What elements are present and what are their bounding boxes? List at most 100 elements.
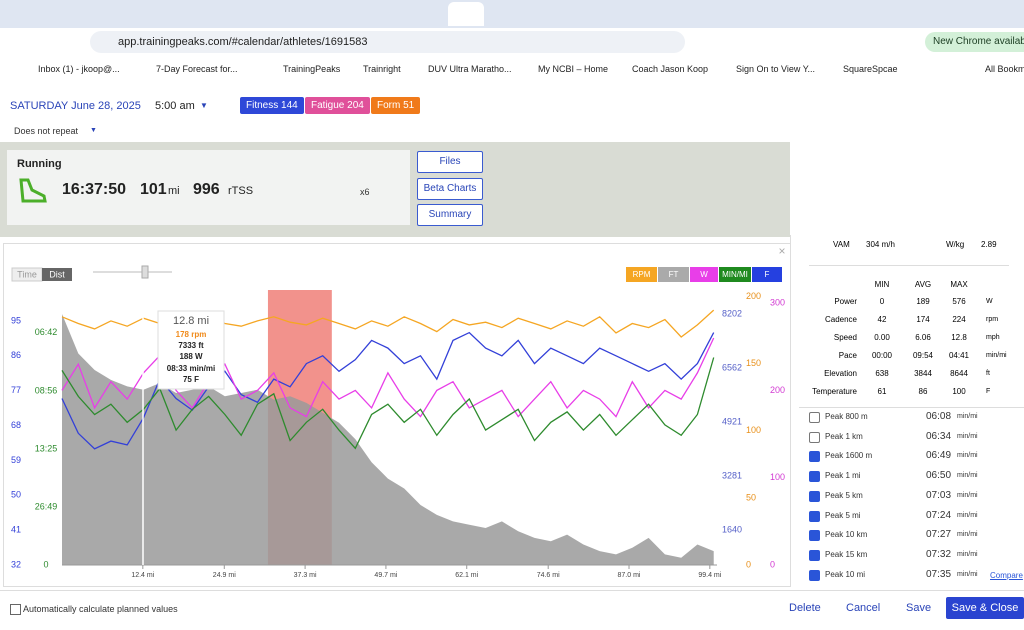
y-tick-label: 59	[11, 455, 21, 465]
auto-label: Automatically calculate planned values	[23, 604, 178, 614]
legend-item[interactable]	[752, 267, 782, 282]
peak-checkbox[interactable]	[809, 471, 820, 483]
peak-checkbox[interactable]	[809, 549, 820, 561]
peak-label: Peak 5 km	[825, 490, 863, 500]
cancel-button[interactable]: Cancel	[846, 602, 881, 614]
bookmark[interactable]: Inbox (1) - jkoop@...	[38, 64, 120, 74]
y-tick-label: 86	[11, 350, 21, 360]
bookmark[interactable]: 7-Day Forecast for...	[156, 64, 238, 74]
peak-checkbox[interactable]	[809, 569, 820, 581]
stat-value: 174	[916, 315, 930, 324]
toolbar: app.trainingpeaks.com/#calendar/athletes…	[0, 28, 1024, 56]
legend-label: FT	[669, 270, 679, 279]
legend-label: W	[700, 270, 708, 279]
x-tick-label: 49.7 mi	[374, 572, 397, 579]
tooltip	[157, 310, 225, 390]
peak-label: Peak 800 m	[825, 412, 868, 421]
peak-label: Peak 10 km	[825, 530, 868, 540]
summary-button[interactable]: Summary	[417, 204, 483, 226]
bookmark[interactable]: Coach Jason Koop	[632, 64, 709, 74]
repeat-caret[interactable]: ▼	[90, 127, 97, 134]
peak-checkbox[interactable]	[809, 530, 820, 542]
peak-unit: min/mi	[957, 511, 978, 519]
peak-label: Peak 1600 m	[825, 451, 873, 461]
bookmark[interactable]: SquareSpcae	[843, 64, 898, 74]
peak-checkbox[interactable]	[809, 510, 820, 522]
stat-value: 04:41	[948, 351, 970, 360]
y-tick-label: 4921	[722, 416, 742, 426]
tss-unit: rTSS	[228, 185, 254, 197]
stat-value: 09:54	[912, 351, 934, 360]
peak-checkbox[interactable]	[809, 412, 820, 423]
y-tick-label: 100	[746, 425, 761, 435]
stat-unit: ft	[986, 370, 990, 377]
delete-button[interactable]: Delete	[789, 602, 821, 614]
y-tick-label: 50	[11, 490, 21, 500]
bookmark[interactable]: Trainright	[363, 64, 401, 74]
peak-checkbox[interactable]	[809, 451, 820, 463]
bookmark[interactable]: My NCBI – Home	[538, 64, 609, 74]
update-button[interactable]: New Chrome availabl	[925, 32, 1024, 52]
legend-item[interactable]	[626, 267, 657, 282]
tooltip-power: 188 W	[179, 352, 203, 361]
date: SATURDAY June 28, 2025	[10, 100, 141, 112]
omnibox[interactable]	[90, 31, 685, 53]
series-line	[61, 331, 715, 450]
tooltip-distance: 12.8 mi	[173, 315, 209, 327]
stat-value: 86	[918, 387, 928, 396]
stat-unit: mph	[986, 334, 1000, 341]
auto-checkbox[interactable]	[10, 604, 21, 615]
legend-item[interactable]	[690, 267, 718, 282]
vam: 304 m/h	[866, 240, 895, 249]
y-tick-label: 100	[770, 472, 785, 482]
url: app.trainingpeaks.com/#calendar/athletes…	[118, 36, 368, 48]
save-button[interactable]: Save	[906, 602, 932, 614]
x-tick-label: 24.9 mi	[213, 572, 236, 579]
chart: Time Dist × 1640 3281 4921 6562 8202 32 41 50 59 68 7…	[11, 244, 786, 579]
peak-time: 07:32	[926, 548, 952, 560]
peak-unit: min/mi	[957, 413, 978, 420]
beta-charts-button[interactable]: Beta Charts	[417, 178, 483, 200]
stat-unit: min/mi	[986, 352, 1007, 359]
tooltip-cadence: 178 rpm	[176, 330, 207, 339]
bookmark[interactable]: Sign On to View Y...	[736, 64, 816, 74]
stat-value: 42	[877, 315, 887, 324]
bookmark[interactable]: DUV Ultra Maratho...	[428, 64, 512, 74]
wkg: 2.89	[981, 240, 997, 249]
compare-link[interactable]: Compare	[990, 571, 1023, 580]
toggle-label: Dist	[49, 269, 65, 279]
stat-value: 3844	[914, 369, 932, 378]
y-tick-label: 6562	[722, 362, 742, 372]
peak-checkbox[interactable]	[809, 431, 820, 443]
repeat[interactable]: Does not repeat	[14, 126, 79, 136]
peak-unit: min/mi	[957, 491, 978, 499]
tooltip-pace: 08:33 min/mi	[167, 364, 215, 373]
stat-value: 100	[952, 387, 966, 396]
stat-value: 00:00	[871, 351, 893, 360]
stat-label: Temperature	[812, 387, 857, 396]
y-tick-label: 0	[746, 559, 751, 569]
legend-item[interactable]	[719, 267, 751, 282]
save-close-button[interactable]: Save & Close	[946, 597, 1024, 619]
fatigue: Fatigue 204	[305, 97, 370, 114]
stat-value: 189	[916, 297, 930, 306]
shoe-icon	[19, 178, 47, 203]
peak-checkbox[interactable]	[809, 490, 820, 502]
stat-value: 12.8	[951, 333, 967, 342]
stats-panel: VAM 304 m/h W/kg 2.89 MIN AVG MAX Power 0 189 576 W…	[790, 235, 1024, 585]
stat-value: 224	[952, 315, 966, 324]
legend-label: MIN/MI	[722, 270, 748, 279]
y-tick-label: 77	[11, 385, 21, 395]
active-tab[interactable]	[448, 2, 484, 26]
comment-count[interactable]: x6	[360, 187, 370, 197]
files-button[interactable]: Files	[417, 151, 483, 173]
bookmark[interactable]: TrainingPeaks	[283, 64, 341, 74]
bookmark[interactable]: All Bookm	[985, 64, 1024, 74]
peak-time: 06:50	[926, 470, 952, 482]
time-caret[interactable]: ▼	[200, 101, 208, 110]
duration: 16:37:50	[62, 181, 127, 198]
time[interactable]: 5:00 am	[155, 100, 195, 112]
tooltip-temperature: 75 F	[183, 375, 199, 384]
peak-time: 07:03	[926, 489, 952, 501]
legend-item[interactable]	[658, 267, 689, 282]
